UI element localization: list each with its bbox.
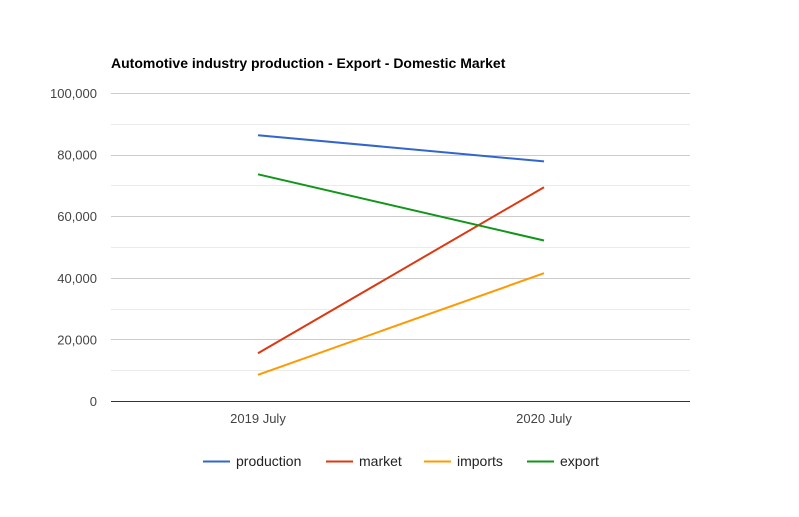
- y-tick-label: 0: [90, 394, 97, 409]
- x-tick-label: 2019 July: [230, 411, 286, 426]
- x-axis: 2019 July 2020 July: [111, 401, 690, 426]
- series-line-production: [257, 134, 545, 163]
- legend: production market imports export: [203, 453, 599, 469]
- y-tick-label: 80,000: [57, 148, 97, 163]
- y-tick-label: 100,000: [50, 86, 97, 101]
- chart-title: Automotive industry production - Export …: [111, 55, 506, 71]
- y-tick-label: 40,000: [57, 271, 97, 286]
- series-line-imports: [257, 272, 545, 376]
- legend-label-export: export: [560, 453, 599, 469]
- series-line-market: [257, 186, 545, 355]
- series-lines: [257, 134, 545, 376]
- y-axis-ticks: 0 20,000 40,000 60,000 80,000 100,000: [50, 86, 97, 409]
- x-tick-label: 2020 July: [516, 411, 572, 426]
- gridlines: [111, 93, 690, 371]
- y-tick-label: 20,000: [57, 332, 97, 347]
- legend-label-market: market: [359, 453, 402, 469]
- legend-label-production: production: [236, 453, 301, 469]
- y-tick-label: 60,000: [57, 209, 97, 224]
- legend-label-imports: imports: [457, 453, 503, 469]
- series-line-export: [257, 173, 545, 242]
